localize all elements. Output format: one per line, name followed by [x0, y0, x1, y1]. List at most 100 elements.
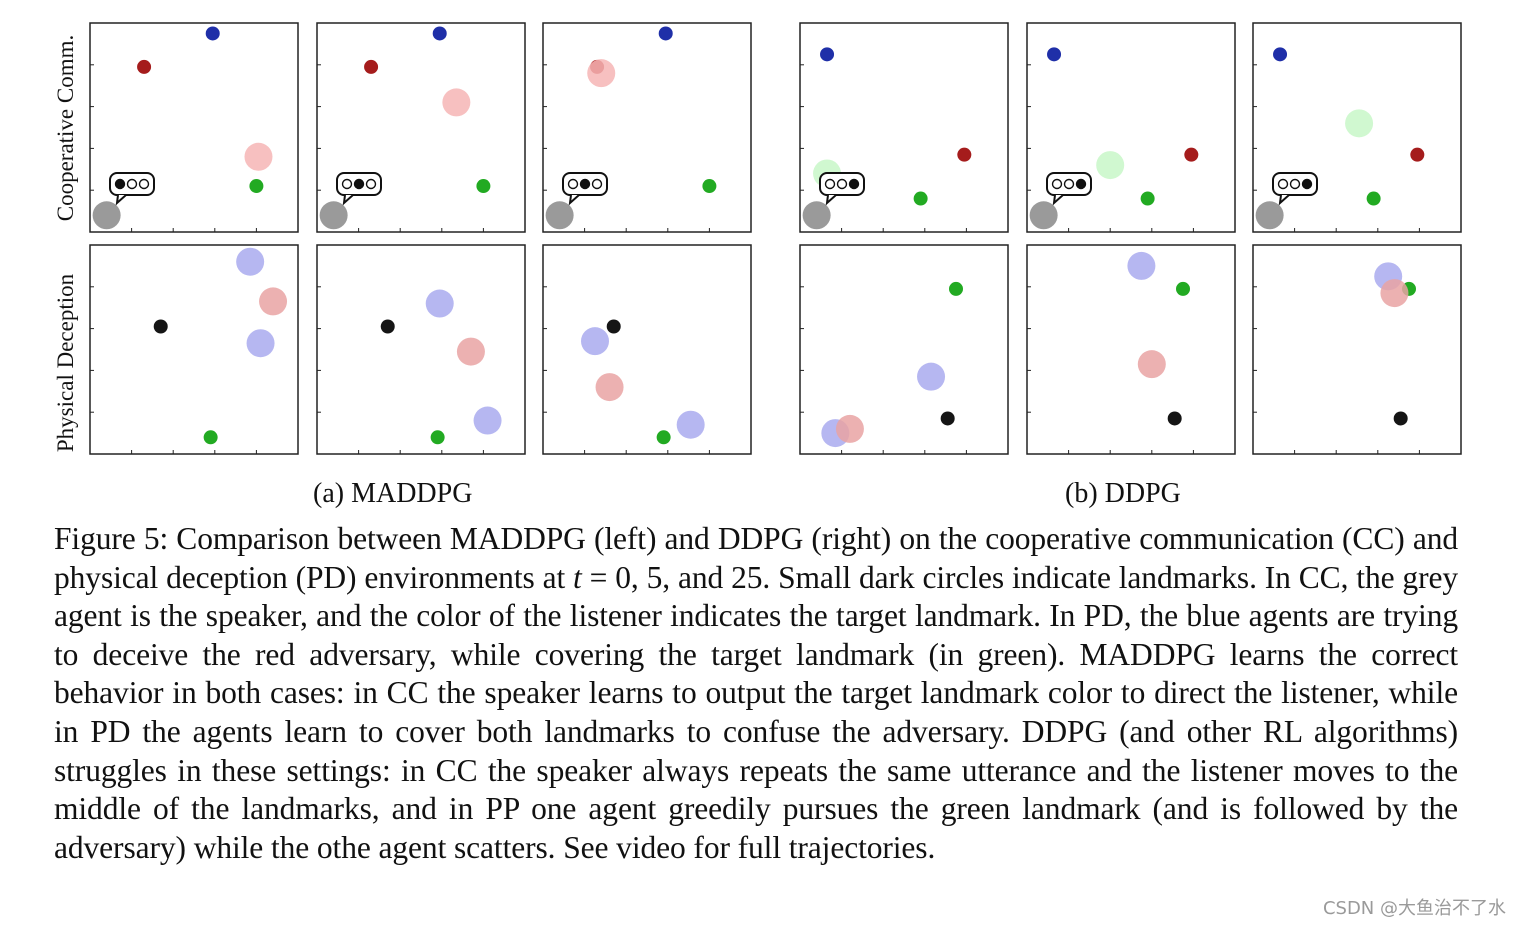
point-adversary-red [835, 414, 864, 443]
speech-bubble-icon [1272, 172, 1318, 206]
point-landmark-green [656, 430, 671, 445]
point-landmark-green [1366, 191, 1381, 206]
point-landmark-red [137, 59, 152, 74]
figure-caption: Figure 5: Comparison between MADDPG (lef… [54, 520, 1458, 867]
panel-maddpg-pd-t0 [89, 244, 299, 455]
point-agent-blue [473, 406, 502, 435]
point-landmark-blue [1047, 47, 1062, 62]
panel-ddpg-pd-t0 [799, 244, 1009, 455]
point-adversary-red [1137, 350, 1166, 379]
caption-variable: t [573, 559, 582, 595]
point-agent-blue [425, 289, 454, 318]
point-landmark-red [1184, 147, 1199, 162]
panel-frame [316, 22, 526, 233]
utterance-symbol [1075, 178, 1087, 190]
point-landmark-green [949, 281, 963, 296]
point-speaker [1029, 201, 1058, 230]
speech-bubble-icon [1046, 172, 1092, 206]
utterance-symbol [567, 178, 579, 190]
utterance-symbol [138, 178, 150, 190]
point-landmark-black [606, 319, 621, 334]
watermark: CSDN @大鱼治不了水 [1322, 898, 1506, 919]
speech-bubble-tail [1278, 194, 1290, 206]
point-speaker [319, 201, 348, 230]
point-landmark-green [1140, 191, 1155, 206]
point-landmark-black [380, 319, 395, 334]
utterance-symbol [591, 178, 603, 190]
speech-bubble-tail [568, 194, 580, 206]
point-landmark-black [1167, 411, 1182, 426]
point-landmark-red [364, 59, 379, 74]
speech-bubble-tail [1052, 194, 1064, 206]
panel-maddpg-cc-t5 [316, 22, 526, 233]
utterance-symbol [1289, 178, 1301, 190]
point-listener [587, 59, 616, 88]
point-landmark-black [1393, 411, 1408, 426]
point-landmark-green [702, 179, 717, 194]
panel-ddpg-cc-t5 [1026, 22, 1236, 233]
point-agent-blue [236, 247, 265, 276]
speech-bubble-icon [562, 172, 608, 206]
point-landmark-red [957, 147, 972, 162]
point-agent-blue [246, 329, 275, 358]
point-landmark-blue [1273, 47, 1288, 62]
panel-frame [89, 22, 299, 233]
utterance-symbol [1063, 178, 1075, 190]
point-speaker [545, 201, 574, 230]
panel-ddpg-pd-t5 [1026, 244, 1236, 455]
utterance-symbol [341, 178, 353, 190]
speech-bubble-icon [819, 172, 865, 206]
point-speaker [1255, 201, 1284, 230]
panel-maddpg-pd-t25 [542, 244, 752, 455]
panel-ddpg-cc-t0 [799, 22, 1009, 233]
point-landmark-green [913, 191, 928, 206]
speech-bubble-icon [336, 172, 382, 206]
point-landmark-green [1176, 281, 1190, 296]
caption-suffix: Small dark circles indicate landmarks. I… [54, 559, 1458, 865]
point-listener [1345, 109, 1374, 138]
panel-ddpg-pd-t25 [1252, 244, 1462, 455]
panel-frame [1252, 244, 1462, 455]
utterance-symbol [1301, 178, 1313, 190]
point-landmark-blue [205, 26, 220, 41]
point-listener [442, 88, 471, 117]
panel-ddpg-cc-t25 [1252, 22, 1462, 233]
point-listener [1096, 151, 1125, 180]
caption-prefix: Figure 5: Comparison between MADDPG (lef… [54, 521, 1458, 595]
speech-bubble-tail [342, 194, 354, 206]
point-landmark-black [940, 411, 955, 426]
speech-bubble-tail [115, 194, 127, 206]
point-landmark-green [203, 430, 218, 445]
panel-maddpg-cc-t25 [542, 22, 752, 233]
point-landmark-green [430, 430, 445, 445]
point-speaker [802, 201, 831, 230]
utterance-symbol [836, 178, 848, 190]
point-landmark-black [153, 319, 168, 334]
point-agent-blue [1127, 251, 1156, 280]
figure-panels [89, 22, 1462, 455]
point-agent-blue [676, 410, 705, 439]
panel-maddpg-cc-t0 [89, 22, 299, 233]
point-landmark-blue [658, 26, 673, 41]
point-listener [244, 142, 273, 171]
row-label-physical-deception: Physical Deception [53, 273, 78, 453]
utterance-symbol [579, 178, 591, 190]
point-adversary-red [259, 287, 288, 316]
point-landmark-red [1410, 147, 1425, 162]
point-landmark-green [249, 179, 264, 194]
panel-maddpg-pd-t5 [316, 244, 526, 455]
point-adversary-red [1380, 279, 1409, 308]
utterance-symbol [353, 178, 365, 190]
point-landmark-blue [820, 47, 835, 62]
point-adversary-red [595, 373, 624, 402]
panel-frame [542, 244, 752, 455]
point-landmark-blue [432, 26, 447, 41]
utterance-symbol [365, 178, 377, 190]
speech-bubble-icon [109, 172, 155, 206]
panel-frame [542, 22, 752, 233]
point-speaker [92, 201, 121, 230]
utterance-symbol [1277, 178, 1289, 190]
utterance-symbol [114, 178, 126, 190]
panel-frame [1026, 244, 1236, 455]
point-agent-blue [581, 327, 609, 356]
